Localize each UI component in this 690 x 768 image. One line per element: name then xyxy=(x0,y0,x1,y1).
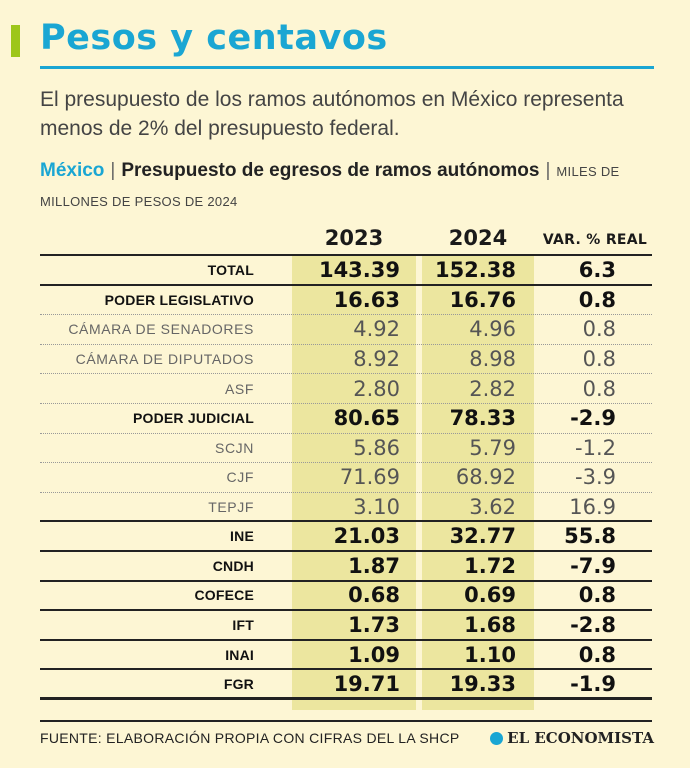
value-var-real: -3.9 xyxy=(575,465,616,490)
value-2024: 68.92 xyxy=(455,465,516,490)
table-row: CJF 71.69 68.92 -3.9 xyxy=(40,463,652,493)
value-2024: 8.98 xyxy=(469,347,516,372)
value-var-real: 0.8 xyxy=(582,347,616,372)
value-2024: 32.77 xyxy=(449,524,516,549)
row-label: SCJN xyxy=(215,439,254,456)
value-var-real: -1.2 xyxy=(575,435,616,460)
column-2023-highlight xyxy=(292,254,416,710)
value-2024: 0.69 xyxy=(464,583,516,608)
value-2024: 152.38 xyxy=(434,257,516,282)
row-label: INAI xyxy=(225,646,254,663)
value-2023: 8.92 xyxy=(353,347,400,372)
row-label: TEPJF xyxy=(208,498,254,515)
value-2023: 0.68 xyxy=(348,583,400,608)
brand-name: EL ECONOMISTA xyxy=(507,729,654,747)
row-label: IFT xyxy=(232,616,254,633)
row-label: COFECE xyxy=(194,587,254,604)
title-divider xyxy=(40,66,654,69)
column-header-2024: 2024 xyxy=(448,226,508,250)
footer-divider xyxy=(40,720,652,722)
table-row: INE 21.03 32.77 55.8 xyxy=(40,522,652,552)
row-label: CJF xyxy=(226,469,254,486)
value-var-real: -7.9 xyxy=(570,553,616,578)
table-title: Presupuesto de egresos de ramos autónomo… xyxy=(121,160,540,181)
value-var-real: -2.9 xyxy=(570,406,616,431)
table-row: CNDH 1.87 1.72 -7.9 xyxy=(40,552,652,582)
table-row: PODER JUDICIAL 80.65 78.33 -2.9 xyxy=(40,404,652,434)
value-2023: 1.73 xyxy=(348,612,400,637)
brand-logo: EL ECONOMISTA xyxy=(490,729,654,747)
value-2023: 3.10 xyxy=(353,494,400,519)
table-row: IFT 1.73 1.68 -2.8 xyxy=(40,611,652,641)
row-label: CNDH xyxy=(212,557,254,574)
row-label: CÁMARA DE SENADORES xyxy=(68,321,254,338)
value-2024: 3.62 xyxy=(469,494,516,519)
value-2023: 16.63 xyxy=(333,287,400,312)
value-2023: 1.09 xyxy=(348,642,400,667)
table-row: FGR 19.71 19.33 -1.9 xyxy=(40,670,652,700)
table-row: INAI 1.09 1.10 0.8 xyxy=(40,641,652,671)
value-2024: 78.33 xyxy=(449,406,516,431)
column-2024-highlight xyxy=(422,254,534,710)
value-var-real: 55.8 xyxy=(564,524,616,549)
value-2023: 21.03 xyxy=(333,524,400,549)
value-var-real: 0.8 xyxy=(582,376,616,401)
value-var-real: 0.8 xyxy=(582,317,616,342)
value-2023: 143.39 xyxy=(318,257,400,282)
value-2023: 4.92 xyxy=(353,317,400,342)
page-title: Pesos y centavos xyxy=(40,18,388,58)
table-row: TOTAL 143.39 152.38 6.3 xyxy=(40,256,652,286)
row-label: INE xyxy=(230,528,254,545)
table-country: México xyxy=(40,160,105,181)
table-row: COFECE 0.68 0.69 0.8 xyxy=(40,582,652,612)
table-row: ASF 2.80 2.82 0.8 xyxy=(40,374,652,404)
title-accent-bar xyxy=(11,25,20,57)
value-var-real: 0.8 xyxy=(578,287,616,312)
value-var-real: 0.8 xyxy=(578,583,616,608)
row-label: FGR xyxy=(223,675,254,692)
value-2023: 71.69 xyxy=(339,465,400,490)
table-row: CÁMARA DE DIPUTADOS 8.92 8.98 0.8 xyxy=(40,345,652,375)
table-row: SCJN 5.86 5.79 -1.2 xyxy=(40,434,652,464)
value-var-real: -1.9 xyxy=(570,671,616,696)
table-row: TEPJF 3.10 3.62 16.9 xyxy=(40,493,652,523)
value-2023: 80.65 xyxy=(333,406,400,431)
table-heading: México | Presupuesto de egresos de ramos a… xyxy=(40,160,620,209)
value-var-real: -2.8 xyxy=(570,612,616,637)
value-2024: 19.33 xyxy=(449,671,516,696)
value-var-real: 0.8 xyxy=(578,642,616,667)
source-note: FUENTE: ELABORACIÓN PROPIA CON CIFRAS DE… xyxy=(40,730,460,746)
value-2023: 5.86 xyxy=(353,435,400,460)
table-row: PODER LEGISLATIVO 16.63 16.76 0.8 xyxy=(40,286,652,316)
table-row: CÁMARA DE SENADORES 4.92 4.96 0.8 xyxy=(40,315,652,345)
value-2023: 1.87 xyxy=(348,553,400,578)
value-2024: 1.10 xyxy=(464,642,516,667)
table-units: MILES DE MILLONES DE PESOS DE 2024 xyxy=(40,164,620,209)
row-label: TOTAL xyxy=(207,261,254,278)
column-header-2023: 2023 xyxy=(324,226,384,250)
value-2024: 16.76 xyxy=(449,287,516,312)
value-2023: 19.71 xyxy=(333,671,400,696)
budget-table: TOTAL 143.39 152.38 6.3 PODER LEGISLATIVO 16.… xyxy=(40,254,652,700)
value-2024: 4.96 xyxy=(469,317,516,342)
row-label: ASF xyxy=(224,380,254,397)
value-2023: 2.80 xyxy=(353,376,400,401)
value-2024: 2.82 xyxy=(469,376,516,401)
value-2024: 5.79 xyxy=(469,435,516,460)
value-2024: 1.68 xyxy=(464,612,516,637)
row-label: PODER JUDICIAL xyxy=(132,410,254,427)
column-header-var: VAR. % REAL xyxy=(542,232,648,248)
row-label: CÁMARA DE DIPUTADOS xyxy=(75,351,254,368)
value-var-real: 16.9 xyxy=(569,494,616,519)
value-var-real: 6.3 xyxy=(578,257,616,282)
row-label: PODER LEGISLATIVO xyxy=(104,291,254,308)
page-subtitle: El presupuesto de los ramos autónomos en… xyxy=(40,88,624,140)
value-2024: 1.72 xyxy=(464,553,516,578)
brand-globe-icon xyxy=(490,731,504,745)
